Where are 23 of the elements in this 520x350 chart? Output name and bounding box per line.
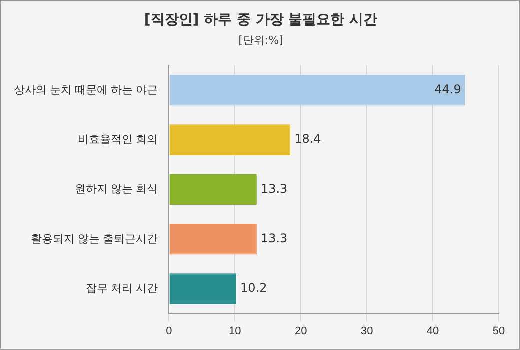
y-tick-label: 활용되지 않는 출퇴근시간 xyxy=(31,233,158,246)
y-tick-label: 상사의 눈치 때문에 하는 야근 xyxy=(14,84,158,96)
data-label: 13.3 xyxy=(260,182,288,196)
y-tick-label: 잡무 처리 시간 xyxy=(86,283,158,296)
bar xyxy=(170,274,236,304)
data-label: 44.9 xyxy=(434,82,462,97)
data-label: 13.3 xyxy=(260,231,288,246)
x-tick-label: 30 xyxy=(360,325,374,338)
x-tick-label: 40 xyxy=(426,325,440,338)
x-tick-label: 0 xyxy=(166,325,172,338)
y-tick-label: 원하지 않는 회식 xyxy=(75,184,158,196)
x-tick-label: 20 xyxy=(295,325,308,338)
data-label: 10.2 xyxy=(240,281,268,296)
chart-title: [직장인] 하루 중 가장 불필요한 시간 xyxy=(143,11,379,29)
y-tick-label: 비효율적인 회의 xyxy=(78,134,158,146)
bar xyxy=(170,224,257,255)
x-tick-label: 10 xyxy=(229,325,242,338)
x-tick-label: 50 xyxy=(492,325,506,338)
bar xyxy=(170,75,466,106)
chart-subtitle: [단위:%] xyxy=(238,33,284,48)
bar xyxy=(170,124,291,156)
data-label: 18.4 xyxy=(294,132,322,146)
bar xyxy=(170,174,257,206)
